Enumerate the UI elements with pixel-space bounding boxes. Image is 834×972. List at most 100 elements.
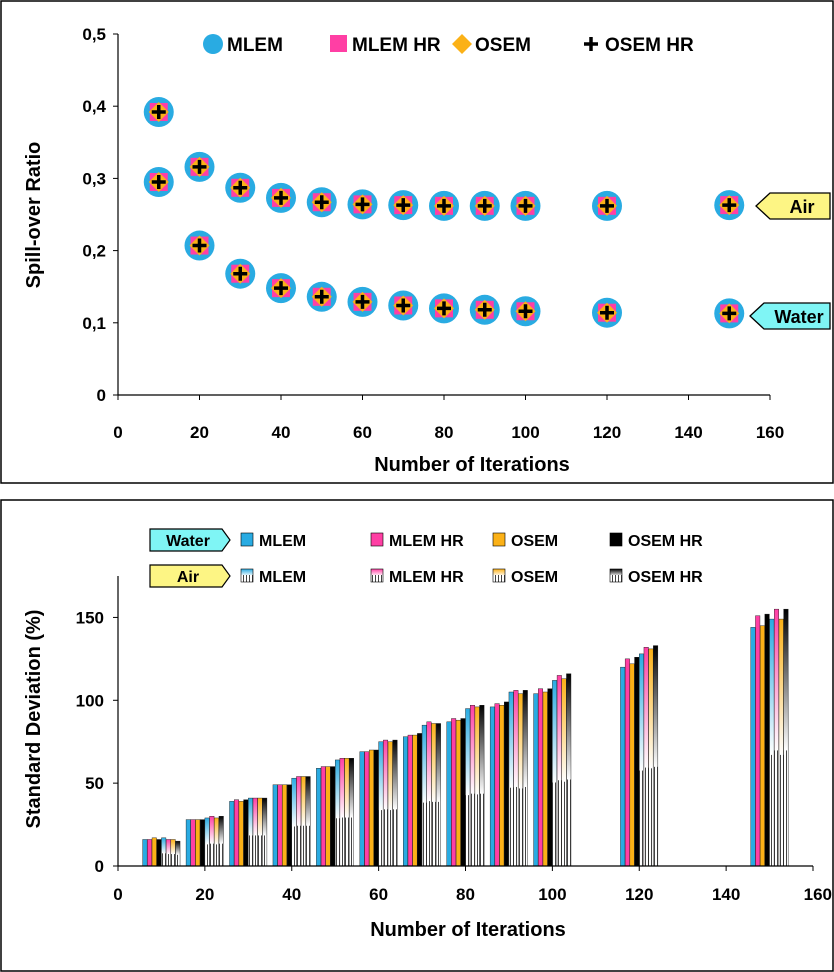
bar-fade (557, 675, 562, 866)
bar-air-mlem (465, 708, 471, 867)
y-tick-label: 0,5 (82, 25, 106, 44)
legend-tag-air: Air (149, 564, 231, 588)
bar-air-osem (257, 797, 263, 867)
legend-label: OSEM HR (605, 35, 694, 56)
y-axis-title: Spill-over Ratio (23, 142, 45, 289)
marker-osem-hr (477, 302, 492, 317)
bar-stripes (175, 854, 181, 866)
bar-air-mlem-hr (252, 797, 258, 867)
bar-water-mlem (533, 693, 539, 867)
bar-air-osem (518, 693, 524, 867)
bar-stripes (557, 780, 562, 866)
swatch-stripes (610, 575, 622, 582)
bar-air-osem (648, 648, 654, 867)
legend-swatch-air-mlem-hr (370, 568, 384, 583)
bar-water-mlem (489, 706, 495, 867)
bar-water-osem (151, 837, 157, 867)
bar-water-mlem-hr (451, 718, 457, 867)
legend-label: MLEM HR (389, 569, 464, 586)
bar-stripes (161, 853, 166, 866)
annotation-arrow (755, 192, 831, 220)
data-point-water (306, 281, 337, 312)
legend-swatch-air-osem-hr (609, 568, 623, 583)
legend-label: MLEM HR (352, 35, 441, 56)
marker-osem-hr (477, 198, 492, 213)
annotation-air: Air (755, 192, 831, 220)
marker-osem-hr (396, 198, 411, 213)
y-tick-label: 0,1 (82, 314, 106, 333)
bar-fade (426, 721, 432, 866)
data-point-air (510, 190, 541, 221)
bar-stripes (209, 843, 215, 866)
y-tick-label: 0,4 (82, 97, 106, 116)
bar-water-osem (759, 625, 765, 867)
x-tick-label: 140 (712, 885, 740, 904)
data-point-air (143, 167, 174, 198)
swatch-outline (370, 568, 384, 583)
legend-tag-water: Water (149, 528, 231, 552)
legend-swatch-water-osem-hr (609, 532, 623, 547)
marker-osem-hr (600, 305, 614, 320)
legend-tag-label: Water (166, 533, 210, 550)
bar-fade (508, 692, 514, 866)
marker-osem-hr (274, 190, 288, 205)
bar-water-mlem-hr (624, 658, 630, 867)
bar-air-osem-hr (305, 776, 311, 867)
data-point-air (266, 182, 296, 213)
x-tick-label: 80 (456, 885, 475, 904)
marker-osem-hr (518, 198, 533, 213)
bar-water-osem-hr (460, 718, 466, 867)
bar-water-osem (325, 766, 331, 867)
bar-stripes (513, 786, 519, 866)
bar-air-osem-hr (262, 797, 268, 867)
bar-air-mlem (552, 680, 558, 867)
x-tick-label: 160 (756, 423, 784, 442)
bar-fade (305, 776, 311, 866)
marker-osem-hr (396, 298, 411, 313)
marker-osem-hr (355, 294, 370, 309)
bar-water-mlem-hr (755, 615, 761, 867)
bar-water-mlem (403, 736, 408, 867)
bar-stripes (383, 809, 388, 866)
bar-air-mlem-hr (209, 816, 215, 867)
spillover-chart: 0 0,1 0,2 0,3 0,4 0,5 0 20 40 60 80 100 120 140 160 Num… (0, 0, 834, 484)
bar-fade (335, 759, 340, 866)
swatch-stripes (493, 575, 505, 582)
marker-osem-hr (151, 104, 166, 119)
bar-air-mlem-hr (470, 705, 475, 867)
marker-osem-hr (314, 289, 329, 304)
marker-osem-hr (722, 198, 737, 213)
bar-stripes (474, 794, 480, 866)
bar-stripes (305, 825, 311, 866)
bar-stripes (523, 786, 528, 866)
legend-label: OSEM HR (628, 533, 703, 550)
bar-water-osem-hr (243, 799, 249, 867)
bar-stripes (301, 825, 306, 866)
bar-fade (296, 776, 301, 866)
bar-air-mlem (248, 797, 254, 867)
bar-fade (262, 798, 267, 866)
legend-label: OSEM HR (628, 569, 703, 586)
y-tick-label: 0,2 (82, 242, 106, 261)
bar-air-osem-hr (566, 673, 572, 867)
bar-water-mlem-hr (147, 839, 153, 867)
bar-fade (339, 758, 345, 866)
bar-air-osem-hr (479, 705, 485, 867)
bar-fade (479, 705, 485, 866)
bar-fade (518, 693, 523, 866)
bar-stripes (639, 770, 644, 866)
bar-water-osem-hr (156, 839, 162, 867)
bar-water-mlem-hr (538, 688, 543, 867)
bar-stripes (566, 779, 571, 866)
bar-water-osem (499, 705, 505, 867)
bar-fade (253, 798, 258, 866)
bar-air-osem (214, 817, 219, 867)
bar-air-mlem-hr (339, 758, 345, 867)
bar-water-mlem (142, 839, 148, 867)
bar-stripes (561, 781, 567, 866)
bar-fade (566, 673, 571, 866)
legend-label: OSEM (511, 533, 558, 550)
bar-stripes (470, 793, 475, 866)
x-tick-label: 80 (435, 423, 454, 442)
bar-fade (301, 776, 306, 866)
